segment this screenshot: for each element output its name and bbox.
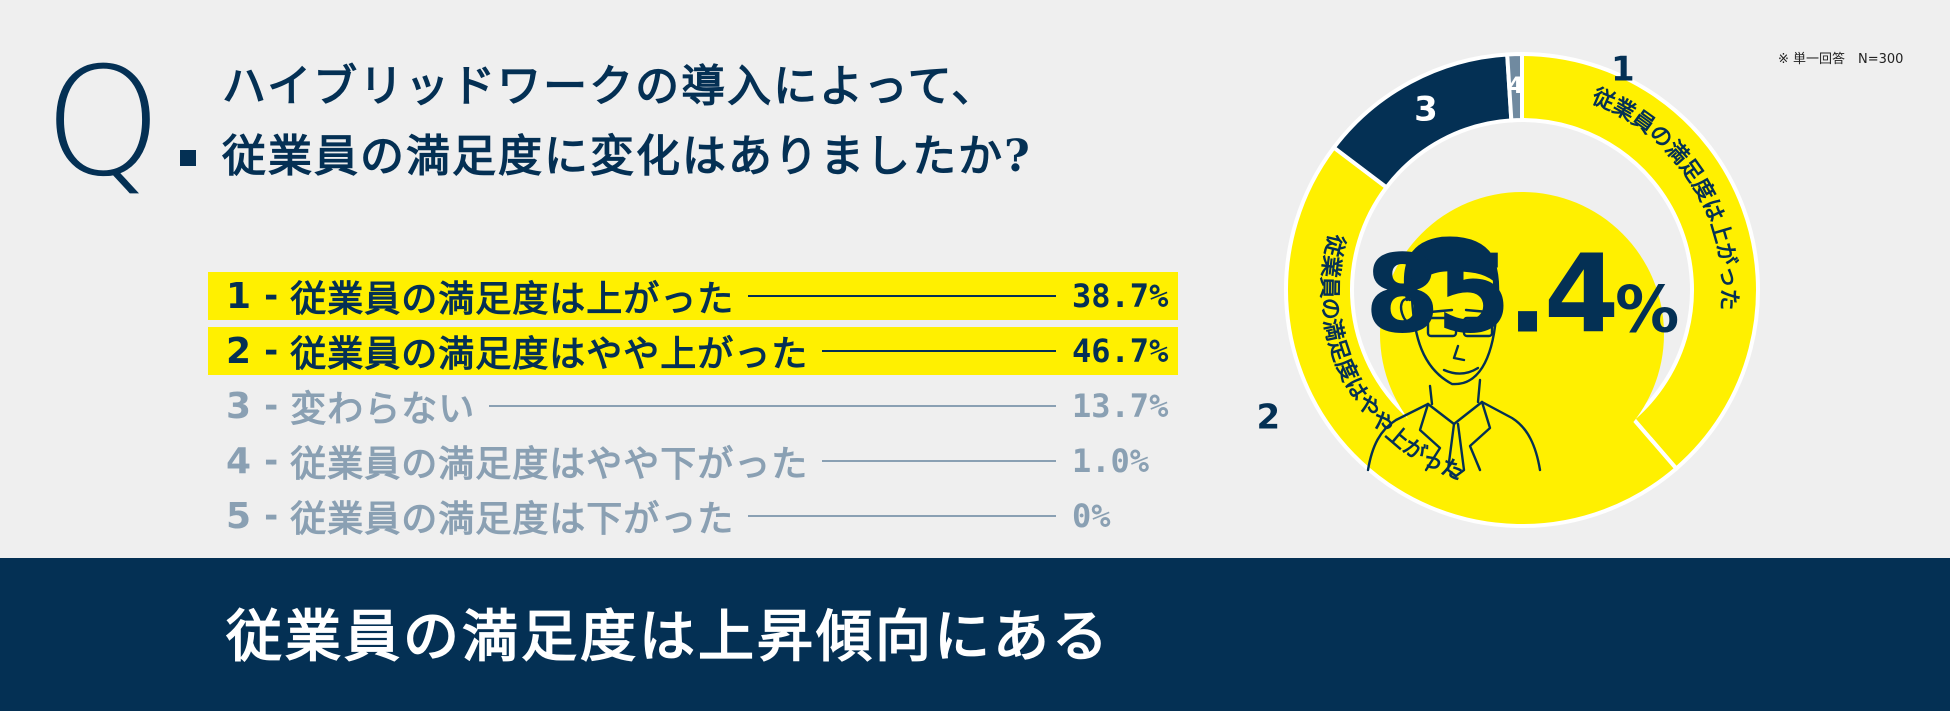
option-leader-line — [489, 405, 1056, 407]
donut-slice-1 — [1520, 51, 1760, 472]
donut-slice-4 — [1505, 51, 1524, 123]
option-percent: 13.7% — [1072, 387, 1169, 425]
option-leader-line — [822, 460, 1056, 462]
segment-number-3: 3 — [1414, 90, 1438, 130]
question-line-2: 従業員の満足度に変化はありましたか? — [222, 131, 1032, 182]
businessman-illustration — [1366, 236, 1542, 478]
option-label: 従業員の満足度は下がった — [290, 499, 735, 540]
question-letter: Q — [44, 36, 163, 210]
option-separator: - — [264, 276, 279, 316]
chart-center-value: 85.4% — [1365, 233, 1680, 358]
answer-options: 1 - 従業員の満足度は上がった 38.7% 2 - 従業員の満足度はやや上がっ… — [208, 272, 1178, 547]
option-row-5: 5 - 従業員の満足度は下がった 0% — [208, 492, 1178, 541]
option-number: 5 — [226, 495, 253, 537]
option-label: 従業員の満足度はやや下がった — [290, 444, 809, 485]
option-leader-line — [748, 515, 1056, 517]
option-percent: 46.7% — [1072, 332, 1169, 370]
conclusion-text: 従業員の満足度は上昇傾向にある — [226, 604, 1111, 670]
option-number: 4 — [226, 440, 253, 482]
question-dot — [180, 150, 196, 166]
option-separator: - — [264, 496, 279, 536]
option-label: 従業員の満足度はやや上がった — [290, 334, 809, 375]
option-label: 従業員の満足度は上がった — [290, 279, 735, 320]
option-leader-line — [748, 295, 1056, 297]
conclusion-banner — [0, 558, 1950, 711]
center-number: 85.4 — [1364, 232, 1619, 358]
option-number: 2 — [226, 330, 253, 372]
option-separator: - — [264, 441, 279, 481]
option-leader-line — [822, 350, 1056, 352]
option-number: 3 — [226, 385, 253, 427]
segment-number-1: 1 — [1611, 49, 1635, 89]
option-number: 1 — [226, 275, 253, 317]
center-unit: % — [1615, 273, 1680, 348]
option-row-3: 3 - 変わらない 13.7% — [208, 382, 1178, 431]
option-label: 変わらない — [290, 389, 476, 430]
option-separator: - — [264, 331, 279, 371]
option-percent: 0% — [1072, 497, 1111, 535]
option-percent: 38.7% — [1072, 277, 1169, 315]
question-title: ハイブリッドワークの導入によって、 従業員の満足度に変化はありましたか? — [222, 52, 1032, 192]
option-row-4: 4 - 従業員の満足度はやや下がった 1.0% — [208, 437, 1178, 486]
sample-note: ※ 単一回答 N=300 — [1778, 52, 1904, 67]
segment-number-2: 2 — [1257, 398, 1281, 438]
option-separator: - — [264, 386, 279, 426]
option-row-2: 2 - 従業員の満足度はやや上がった 46.7% — [208, 327, 1178, 375]
question-line-1: ハイブリッドワークの導入によって、 — [222, 61, 998, 112]
segment-number-4: 4 — [1508, 74, 1523, 99]
option-percent: 1.0% — [1072, 442, 1150, 480]
option-row-1: 1 - 従業員の満足度は上がった 38.7% — [208, 272, 1178, 320]
